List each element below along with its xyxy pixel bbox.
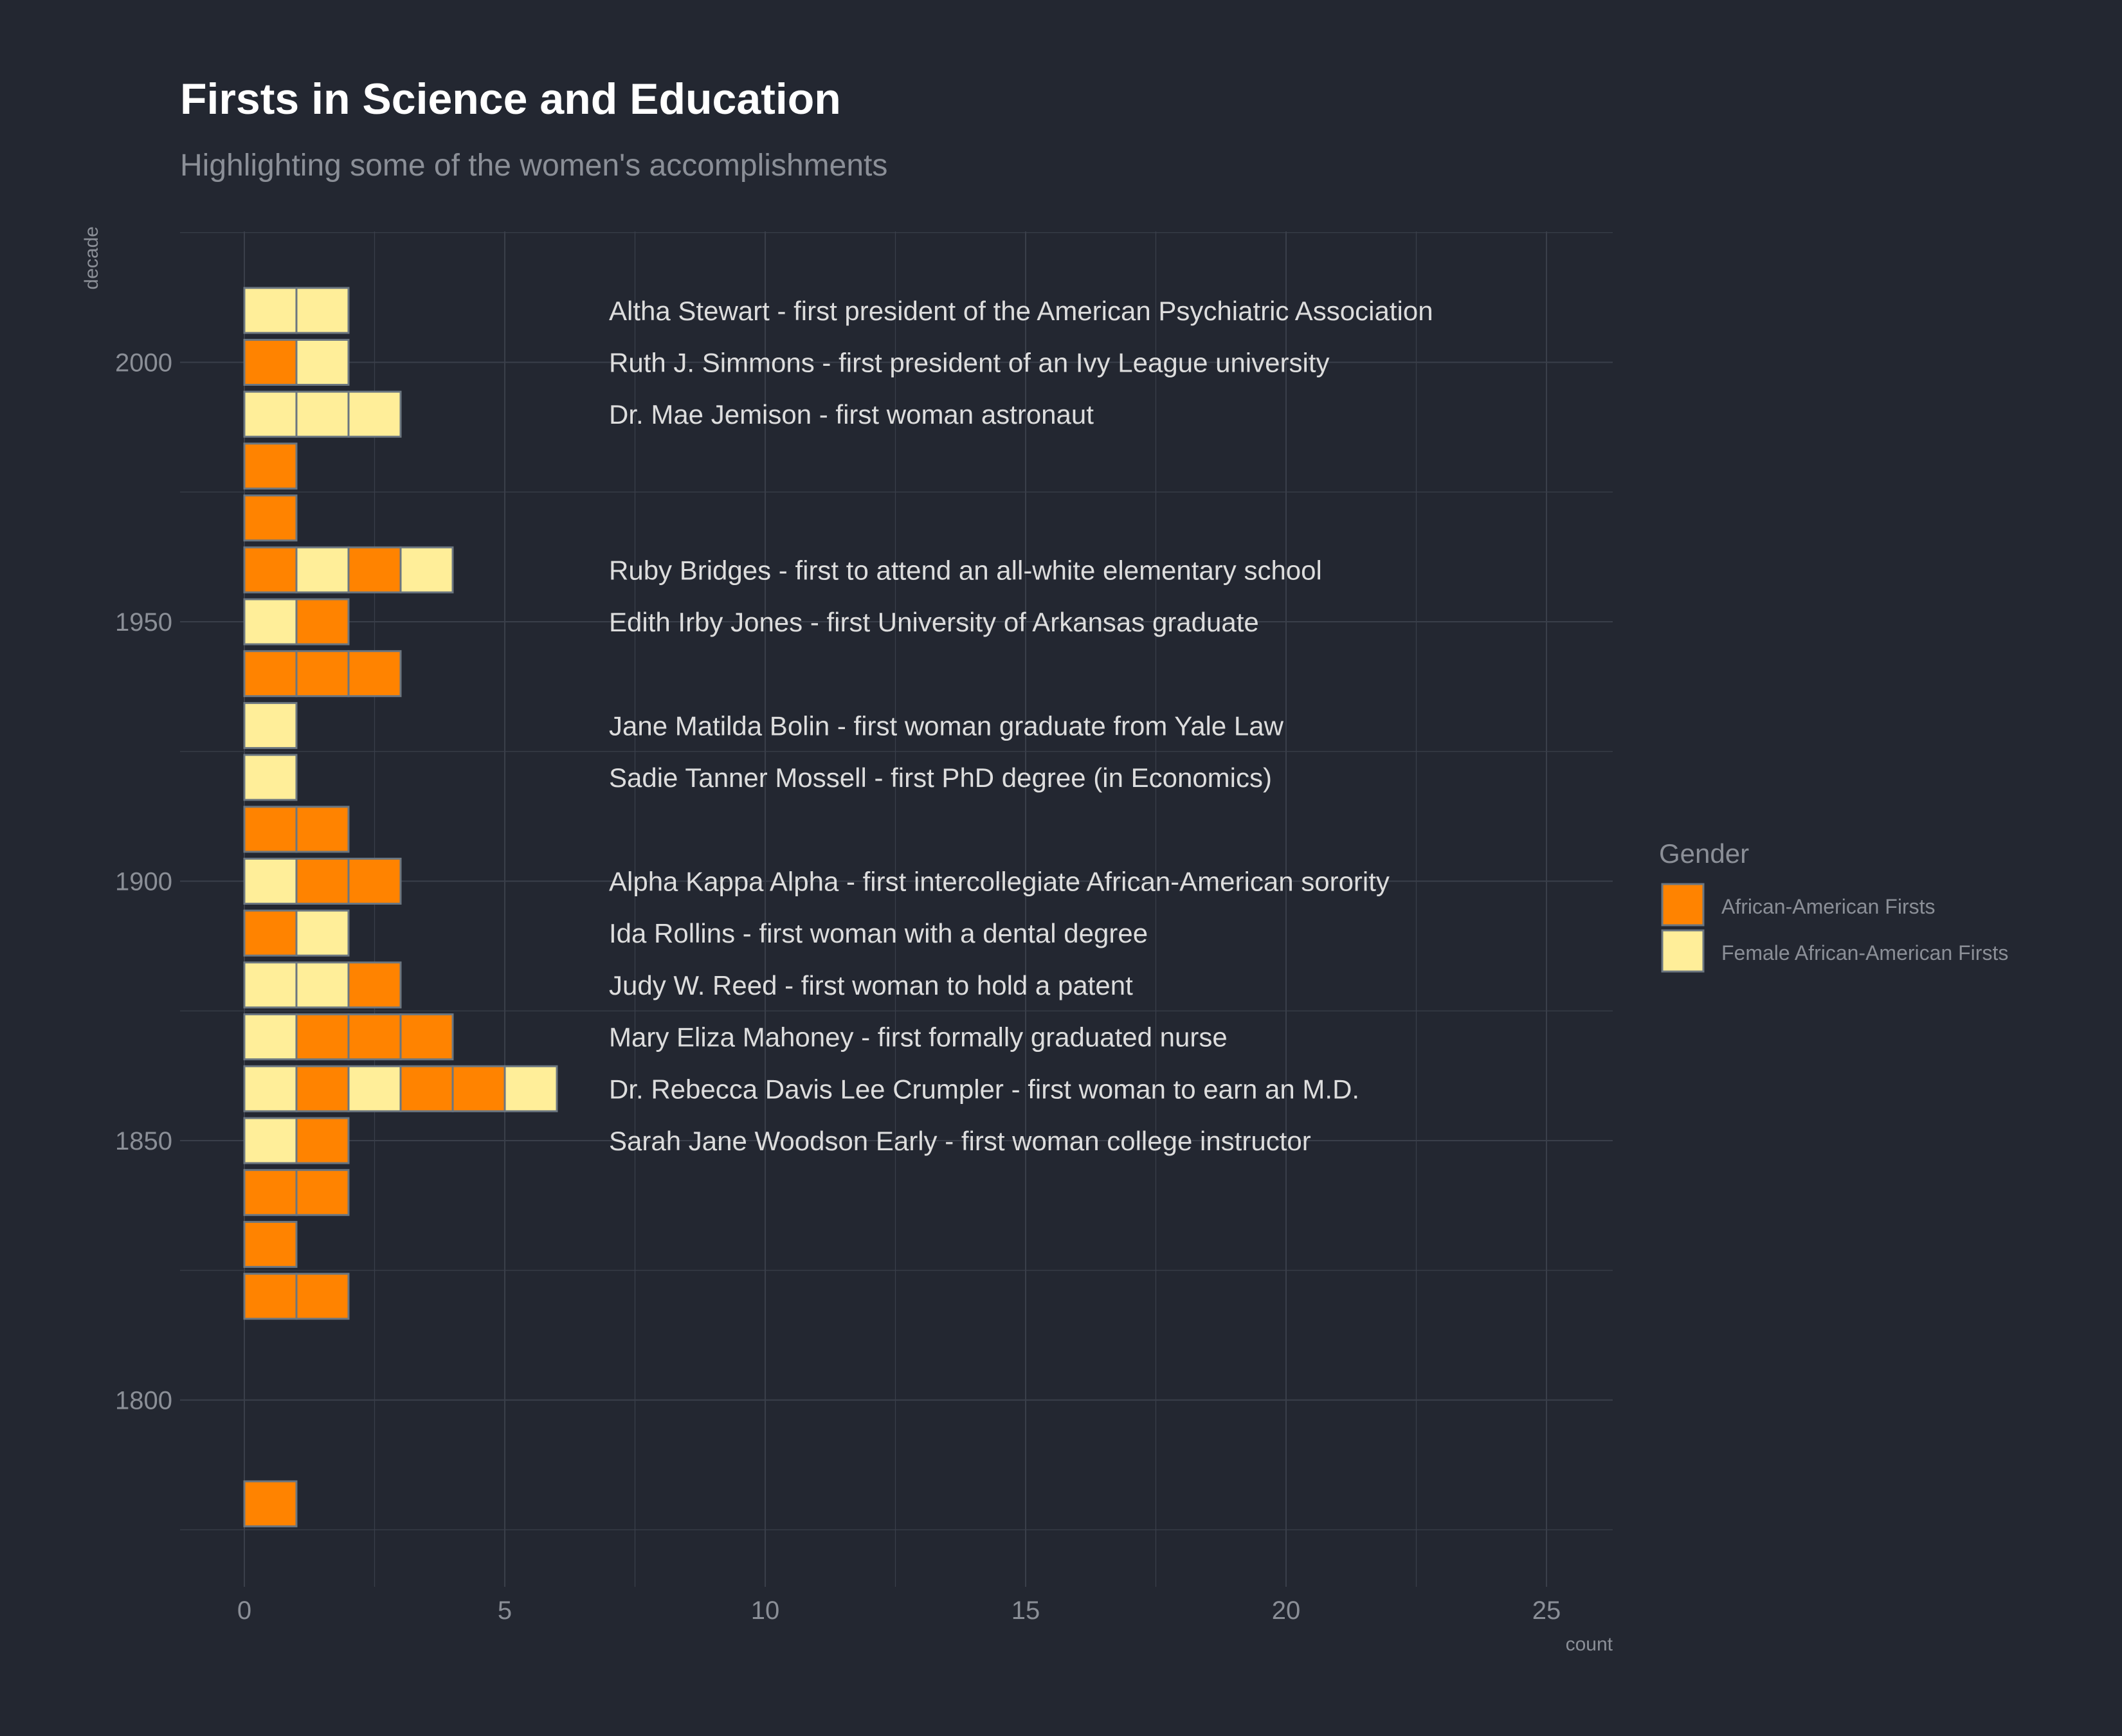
- tile: [399, 1013, 454, 1061]
- tile: [295, 806, 350, 853]
- x-tick-label: 5: [498, 1596, 512, 1625]
- tile: [243, 1065, 298, 1112]
- tile: [347, 1013, 402, 1061]
- tile: [399, 546, 454, 593]
- x-tick-label: 0: [237, 1596, 251, 1625]
- tile: [295, 546, 350, 593]
- annotation-label: Dr. Rebecca Davis Lee Crumpler - first w…: [609, 1074, 1359, 1104]
- x-tick-label: 10: [751, 1596, 780, 1625]
- annotation-label: Sadie Tanner Mossell - first PhD degree …: [609, 763, 1272, 793]
- y-axis-title: decade: [81, 226, 102, 289]
- tile: [243, 546, 298, 593]
- tile: [243, 442, 298, 490]
- tile: [295, 598, 350, 646]
- y-tick-label: 1900: [115, 868, 172, 896]
- tile: [451, 1065, 506, 1112]
- annotation-label: Alpha Kappa Alpha - first intercollegiat…: [609, 867, 1390, 897]
- tile: [243, 1117, 298, 1164]
- tile: [295, 1013, 350, 1061]
- x-tick-label: 25: [1532, 1596, 1561, 1625]
- y-tick-label: 2000: [115, 349, 172, 377]
- tile: [243, 339, 298, 386]
- tile: [295, 1117, 350, 1164]
- tile: [295, 1065, 350, 1112]
- tile: [243, 650, 298, 698]
- tile: [243, 390, 298, 438]
- tile: [243, 287, 298, 334]
- tile: [243, 961, 298, 1009]
- chart-title: Firsts in Science and Education: [180, 75, 841, 123]
- tile: [295, 650, 350, 698]
- y-tick-label: 1800: [115, 1387, 172, 1415]
- x-axis-ticks: 0 5 10 15 20 25: [237, 1596, 1561, 1625]
- annotation-label: Jane Matilda Bolin - first woman graduat…: [609, 710, 1284, 741]
- tile: [295, 390, 350, 438]
- tile: [295, 961, 350, 1009]
- tile: [243, 1169, 298, 1216]
- tile-stacks: [243, 287, 558, 1528]
- x-axis-title: count: [1566, 1634, 1613, 1655]
- tile: [243, 1220, 298, 1268]
- annotation-label: Ruby Bridges - first to attend an all-wh…: [609, 555, 1322, 585]
- tile: [347, 961, 402, 1009]
- tile: [295, 909, 350, 957]
- annotation-label: Sarah Jane Woodson Early - first woman c…: [609, 1126, 1311, 1156]
- tile: [243, 806, 298, 853]
- annotations: Altha Stewart - first president of the A…: [609, 296, 1433, 1156]
- tile: [347, 390, 402, 438]
- tile: [295, 287, 350, 334]
- tile: [347, 546, 402, 593]
- annotation-label: Mary Eliza Mahoney - first formally grad…: [609, 1022, 1228, 1053]
- legend-label-female-african-american-firsts: Female African-American Firsts: [1721, 941, 2008, 964]
- tile: [243, 909, 298, 957]
- tile: [347, 650, 402, 698]
- tile: [399, 1065, 454, 1112]
- tile: [243, 1480, 298, 1528]
- chart-subtitle: Highlighting some of the women's accompl…: [180, 149, 887, 183]
- tile: [347, 858, 402, 905]
- x-tick-label: 15: [1011, 1596, 1040, 1625]
- legend-label-african-american-firsts: African-American Firsts: [1721, 895, 1936, 918]
- grid-lines: [180, 231, 1613, 1587]
- tile: [295, 339, 350, 386]
- tile: [243, 1272, 298, 1320]
- tile: [243, 494, 298, 542]
- annotation-label: Edith Irby Jones - first University of A…: [609, 607, 1259, 637]
- y-axis-ticks: 1800 1850 1900 1950 2000: [115, 349, 172, 1415]
- tile: [243, 598, 298, 646]
- tile: [295, 1272, 350, 1320]
- tile: [295, 858, 350, 905]
- tile: [243, 1013, 298, 1061]
- annotation-label: Dr. Mae Jemison - first woman astronaut: [609, 399, 1094, 429]
- annotation-label: Ida Rollins - first woman with a dental …: [609, 918, 1148, 948]
- tile: [347, 1065, 402, 1112]
- tile: [295, 1169, 350, 1216]
- y-tick-label: 1950: [115, 608, 172, 637]
- legend-swatch-african-american-firsts: [1661, 883, 1705, 927]
- annotation-label: Altha Stewart - first president of the A…: [609, 296, 1433, 326]
- legend: Gender African-American Firsts Female Af…: [1659, 838, 2008, 973]
- tile: [243, 754, 298, 801]
- legend-swatch-female-african-american-firsts: [1661, 929, 1705, 973]
- y-tick-label: 1850: [115, 1127, 172, 1155]
- tile: [243, 701, 298, 749]
- tile: [243, 858, 298, 905]
- legend-title: Gender: [1659, 838, 1749, 869]
- annotation-label: Ruth J. Simmons - first president of an …: [609, 348, 1330, 378]
- tile: [503, 1065, 558, 1112]
- annotation-label: Judy W. Reed - first woman to hold a pat…: [609, 970, 1133, 1000]
- x-tick-label: 20: [1272, 1596, 1301, 1625]
